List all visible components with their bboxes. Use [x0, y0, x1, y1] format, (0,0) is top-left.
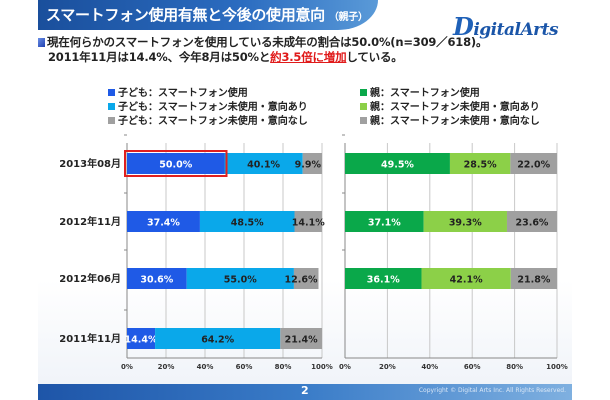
- data-label: 55.0%: [224, 275, 257, 286]
- x-tick-label: 40%: [421, 363, 438, 371]
- data-label: 14.1%: [292, 218, 325, 229]
- x-tick-label: 40%: [197, 363, 214, 371]
- legend-item: 子ども：スマートフォン使用: [108, 87, 308, 101]
- x-tick-label: 100%: [311, 363, 333, 371]
- data-label: 30.6%: [140, 275, 173, 286]
- legend-label: 子ども：スマートフォン使用: [118, 88, 248, 99]
- logo-initial: D: [453, 12, 474, 41]
- legend-item: 親：スマートフォン使用: [360, 87, 540, 101]
- bullet-icon: [38, 38, 45, 47]
- bar-segment: [224, 153, 303, 174]
- parent-legend: 親：スマートフォン使用 親：スマートフォン未使用・意向あり 親：スマートフォン未…: [360, 87, 540, 129]
- bar-segment: [186, 268, 294, 289]
- data-label: 39.3%: [449, 218, 482, 229]
- summary-line-1: 現在何らかのスマートフォンを使用している未成年の割合は50.0%(n=309／6…: [38, 35, 487, 50]
- category-label: 2011年11月: [59, 332, 121, 345]
- data-label: 22.0%: [517, 160, 550, 171]
- x-tick-label: 0%: [339, 363, 351, 371]
- title-subtitle: （親子）: [328, 12, 368, 23]
- data-label: 12.6%: [285, 275, 318, 286]
- x-tick-label: 80%: [275, 363, 292, 371]
- legend-label: 子ども：スマートフォン未使用・意向あり: [118, 102, 308, 113]
- bar-segment: [510, 153, 557, 174]
- legend-item: 親：スマートフォン未使用・意向あり: [360, 101, 540, 115]
- data-label: 37.1%: [368, 218, 401, 229]
- legend-swatch: [360, 103, 367, 110]
- bar-segment: [302, 153, 322, 174]
- copyright-text: Copyright © Digital Arts Inc. All Rights…: [418, 387, 566, 394]
- legend-swatch: [108, 103, 115, 110]
- bar-segment: [345, 268, 422, 289]
- footer-bar: 2 Copyright © Digital Arts Inc. All Righ…: [38, 384, 572, 400]
- legend-swatch: [360, 89, 367, 96]
- legend-label: 親：スマートフォン未使用・意向あり: [370, 102, 540, 113]
- bar-segment: [199, 211, 295, 232]
- x-tick-label: 0%: [121, 363, 133, 371]
- summary-line-2-prefix: 2011年11月は14.4%、今年8月は50%と: [48, 50, 271, 64]
- x-tick-label: 20%: [379, 363, 396, 371]
- title-text: スマートフォン使用有無と今後の使用意向: [46, 6, 325, 24]
- data-label: 48.5%: [231, 218, 264, 229]
- digital-arts-logo: DigitalArts: [453, 12, 559, 41]
- page-number: 2: [301, 384, 309, 397]
- legend-item: 親：スマートフォン未使用・意向なし: [360, 115, 540, 129]
- summary-line-1-text: 現在何らかのスマートフォンを使用している未成年の割合は50.0%(n=309／6…: [47, 35, 488, 49]
- bar-segment: [127, 268, 187, 289]
- summary-line-2: 2011年11月は14.4%、今年8月は50%と約3.5倍に増加している。: [38, 50, 487, 65]
- category-label: 2012年11月: [59, 215, 121, 228]
- data-label: 64.2%: [201, 335, 234, 346]
- summary-text: 現在何らかのスマートフォンを使用している未成年の割合は50.0%(n=309／6…: [38, 35, 487, 65]
- legend-swatch: [108, 117, 115, 124]
- legend-item: 子ども：スマートフォン未使用・意向あり: [108, 101, 308, 115]
- data-label: 49.5%: [381, 160, 414, 171]
- bar-segment: [506, 211, 557, 232]
- bar-segment: [293, 268, 319, 289]
- bar-segment: [423, 211, 507, 232]
- bar-segment: [449, 153, 511, 174]
- legend-label: 親：スマートフォン未使用・意向なし: [370, 116, 540, 127]
- data-label: 28.5%: [464, 160, 497, 171]
- bar-segment: [421, 268, 511, 289]
- data-label: 21.8%: [517, 275, 550, 286]
- bar-segment: [155, 328, 281, 349]
- x-tick-label: 100%: [546, 363, 568, 371]
- bar-segment: [280, 328, 322, 349]
- page-title: スマートフォン使用有無と今後の使用意向 （親子）: [46, 4, 368, 25]
- child-legend: 子ども：スマートフォン使用 子ども：スマートフォン未使用・意向あり 子ども：スマ…: [108, 87, 308, 129]
- legend-item: 子ども：スマートフォン未使用・意向なし: [108, 115, 308, 129]
- category-label: 2012年06月: [59, 272, 121, 285]
- data-label: 42.1%: [450, 275, 483, 286]
- logo-rest: igitalArts: [473, 20, 559, 40]
- x-tick-label: 60%: [236, 363, 253, 371]
- legend-swatch: [360, 117, 367, 124]
- data-label: 23.6%: [515, 218, 548, 229]
- charts-canvas: 0% 20% 40% 60% 80% 100% 2013年08月 50.0% 40.1% 9.9%…: [59, 134, 568, 371]
- legend-label: 親：スマートフォン使用: [370, 88, 480, 99]
- data-label: 36.1%: [367, 275, 400, 286]
- x-tick-label: 20%: [158, 363, 175, 371]
- data-label: 40.1%: [247, 160, 280, 171]
- data-label: 9.9%: [295, 160, 322, 171]
- bar-segment: [127, 153, 225, 174]
- summary-highlight: 約3.5倍に増加: [270, 50, 347, 64]
- data-label: 14.4%: [125, 335, 158, 346]
- data-label: 21.4%: [285, 335, 318, 346]
- header-bar: スマートフォン使用有無と今後の使用意向 （親子）: [38, 0, 378, 30]
- bar-segment: [127, 328, 156, 349]
- category-label: 2013年08月: [59, 157, 121, 170]
- bar-segment: [127, 211, 200, 232]
- bar-segment: [294, 211, 322, 232]
- data-label: 50.0%: [159, 160, 192, 171]
- legend-swatch: [108, 89, 115, 96]
- bar-segment: [345, 153, 450, 174]
- bar-segment: [510, 268, 557, 289]
- bar-segment: [345, 211, 424, 232]
- data-label: 37.4%: [147, 218, 180, 229]
- slide: スマートフォン使用有無と今後の使用意向 （親子） DigitalArts 現在何ら…: [38, 0, 572, 400]
- summary-line-2-suffix: している。: [346, 50, 403, 64]
- x-tick-label: 80%: [506, 363, 523, 371]
- highlight-box: [124, 150, 228, 177]
- legend-label: 子ども：スマートフォン未使用・意向なし: [118, 116, 308, 127]
- x-tick-label: 60%: [464, 363, 481, 371]
